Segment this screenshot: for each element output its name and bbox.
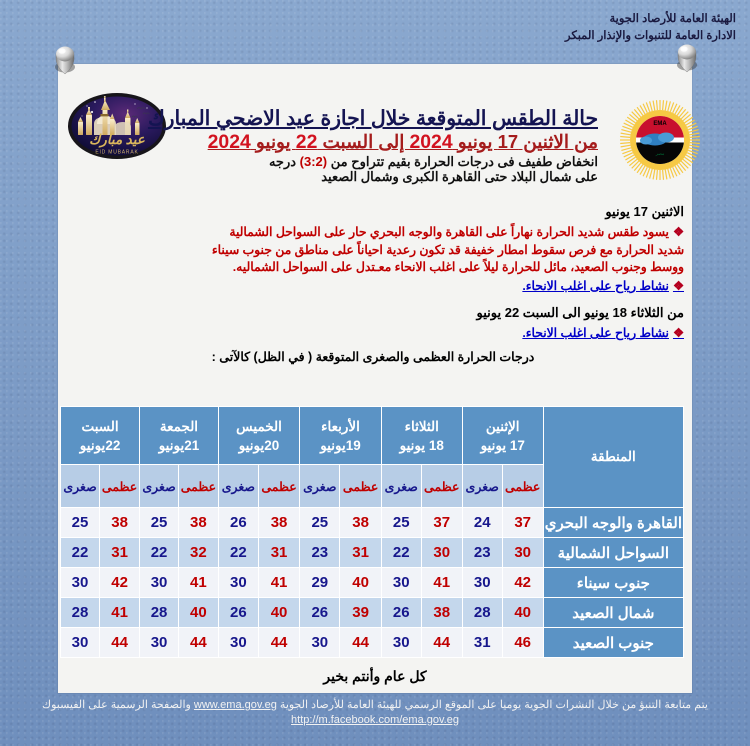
svg-text:EMA: EMA xyxy=(653,121,667,127)
